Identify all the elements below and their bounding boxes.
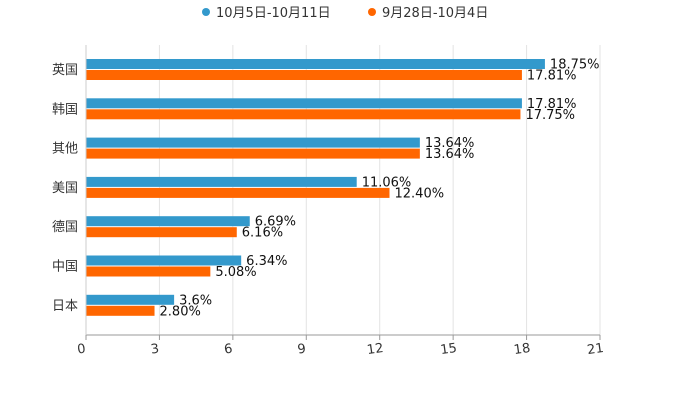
bar-series-1-0 (86, 59, 545, 69)
bar-series-2-2 (86, 148, 420, 159)
bar-series-2-4 (86, 227, 237, 238)
category-label: 其他 (52, 142, 78, 157)
bar-series-1-6 (86, 294, 175, 305)
category-label: 韩国 (52, 102, 78, 117)
category-label: 德国 (52, 220, 78, 235)
x-tick-label: 18 (513, 341, 531, 358)
bar-series-2-5 (86, 266, 211, 277)
legend-marker-series-1 (202, 8, 210, 16)
x-tick-label: 0 (76, 342, 86, 358)
x-tick-label: 15 (439, 341, 457, 358)
category-label: 美国 (52, 181, 78, 196)
x-axis: 0 3 6 9 12 15 18 21 (76, 45, 605, 358)
data-label-series-1: 11.06% (362, 175, 412, 190)
bar-series-2-1 (86, 109, 521, 120)
bar-series-1-2 (86, 137, 420, 148)
legend: 10月5日-10月11日 9月28日-10月4日 (202, 6, 488, 21)
data-label-series-2: 2.80% (160, 304, 201, 319)
data-label-series-2: 17.75% (525, 108, 575, 123)
bar-series-2-3 (86, 187, 390, 198)
data-label-series-2: 17.81% (527, 69, 577, 84)
category-label: 日本 (52, 299, 78, 314)
bar-series-1-3 (86, 176, 357, 187)
bar-series-1-1 (86, 98, 522, 109)
bar-series-1-4 (86, 216, 250, 227)
bar-series-1-5 (86, 255, 242, 266)
x-tick-label: 21 (586, 341, 604, 358)
bars: 18.75%17.81%17.81%17.75%13.64%13.64%11.0… (86, 58, 600, 319)
legend-marker-series-2 (368, 8, 376, 16)
x-tick-label: 12 (366, 341, 384, 358)
x-tick-label: 9 (297, 342, 307, 358)
x-tick-label: 6 (223, 342, 233, 358)
data-label-series-1: 17.81% (527, 97, 577, 112)
data-label-series-1: 6.69% (255, 215, 296, 230)
data-label-series-2: 13.64% (425, 147, 475, 162)
data-label-series-1: 18.75% (550, 58, 600, 73)
x-tick-label: 3 (150, 342, 160, 358)
category-label: 英国 (52, 63, 78, 78)
category-label: 中国 (52, 260, 78, 275)
data-label-series-1: 3.6% (179, 293, 212, 308)
data-label-series-2: 5.08% (215, 265, 256, 280)
data-label-series-1: 6.34% (246, 254, 287, 269)
data-label-series-2: 6.16% (242, 226, 283, 241)
data-label-series-1: 13.64% (425, 136, 475, 151)
data-label-series-2: 12.40% (395, 186, 445, 201)
bar-series-2-6 (86, 305, 155, 316)
legend-label-series-1: 10月5日-10月11日 (216, 6, 331, 21)
bar-series-2-0 (86, 70, 522, 80)
legend-label-series-2: 9月28日-10月4日 (382, 6, 488, 21)
